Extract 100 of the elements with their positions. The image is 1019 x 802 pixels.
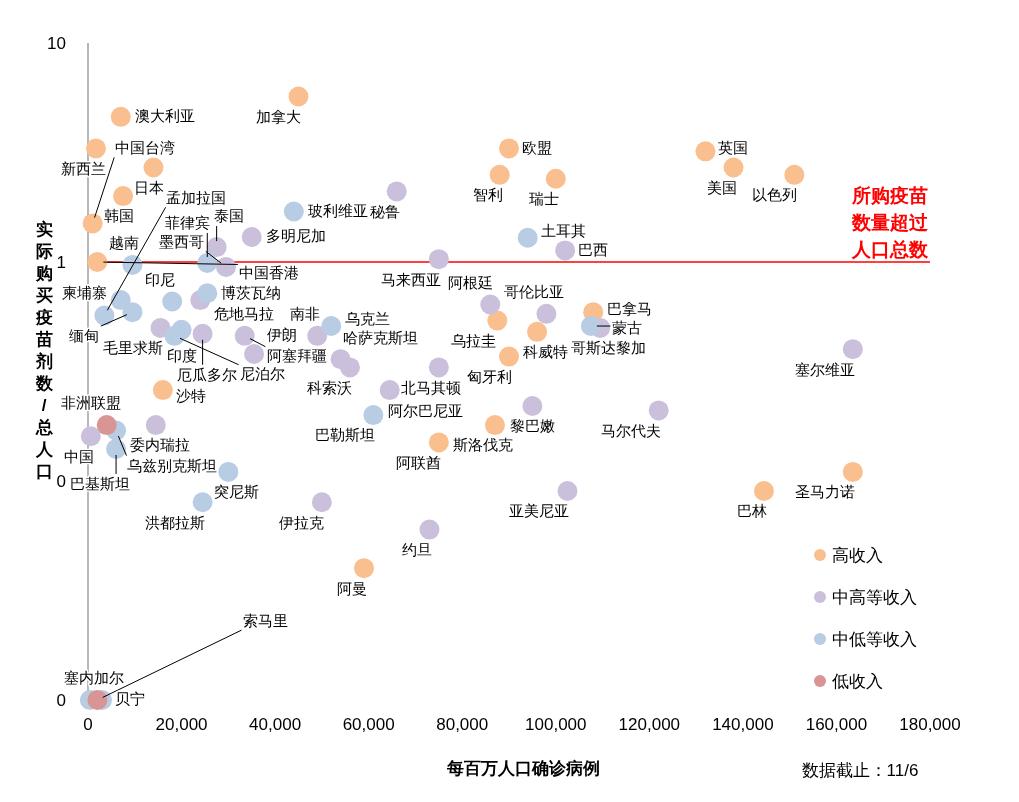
annotation: 北马其顿 <box>400 378 461 396</box>
annotation: 英国 <box>718 138 749 156</box>
point <box>784 164 805 185</box>
annotation: 沙特 <box>175 386 206 404</box>
point <box>288 86 309 107</box>
legend-label: 高收入 <box>832 546 883 565</box>
annotation: 印尼 <box>145 270 176 288</box>
annotation: 黎巴嫩 <box>509 417 555 435</box>
point <box>241 227 262 248</box>
annotation: 巴林 <box>736 502 767 520</box>
x-tick-label: 0 <box>83 715 93 734</box>
point <box>428 249 449 270</box>
annotation: 多明尼加 <box>265 227 326 245</box>
point <box>379 380 400 401</box>
y-tick-label: 10 <box>47 34 66 53</box>
point <box>499 346 519 367</box>
annotation: 玻利维亚 <box>307 201 368 219</box>
x-tick-label: 160,000 <box>805 715 868 734</box>
annotation: 加拿大 <box>256 107 301 125</box>
point <box>206 237 227 258</box>
annotation: 柬埔寨 <box>62 284 108 302</box>
point <box>536 303 557 324</box>
point <box>85 138 106 159</box>
annotation: 新西兰 <box>61 159 107 177</box>
annotation: 菲律宾 <box>164 214 210 232</box>
point <box>545 168 566 189</box>
annotation: 巴基斯坦 <box>70 475 131 493</box>
annotation: 巴勒斯坦 <box>315 426 376 444</box>
point <box>244 344 265 365</box>
point <box>143 157 164 178</box>
annotation: 乌拉圭 <box>450 332 496 350</box>
annotation: 阿根廷 <box>447 273 493 291</box>
point <box>197 283 218 304</box>
point <box>695 141 716 162</box>
annotation: 突尼斯 <box>213 483 259 501</box>
annotation: 泰国 <box>213 207 244 225</box>
y-tick-label: 0 <box>56 691 66 710</box>
annotation: 巴拿马 <box>606 299 652 317</box>
annotation: 秘鲁 <box>369 202 400 220</box>
annotation: 博茨瓦纳 <box>221 283 282 301</box>
point <box>353 558 374 579</box>
point <box>113 186 134 207</box>
point <box>522 396 543 417</box>
annotation: 亚美尼亚 <box>509 502 570 520</box>
annotation: 瑞士 <box>528 190 559 208</box>
point <box>428 357 449 378</box>
annotation: 科索沃 <box>307 378 353 396</box>
point <box>311 492 332 513</box>
text: 实际购买疫苗剂数/总人口 <box>35 220 53 481</box>
point <box>499 138 519 159</box>
point <box>753 481 774 502</box>
point <box>842 461 863 482</box>
point <box>648 400 669 421</box>
x-tick-label: 20,000 <box>155 715 208 734</box>
annotation: 美国 <box>706 178 737 196</box>
annotation: 中国香港 <box>239 264 300 282</box>
point <box>527 321 548 342</box>
point <box>555 240 576 261</box>
annotation: 马来西亚 <box>380 270 441 288</box>
point <box>580 316 601 337</box>
annotation: 中国 <box>63 447 94 465</box>
annotation: 委内瑞拉 <box>129 436 190 454</box>
annotation: 科威特 <box>522 343 568 361</box>
annotation: 南非 <box>290 305 321 323</box>
annotation: 孟加拉国 <box>166 188 227 206</box>
point <box>419 519 440 540</box>
legend-label: 低收入 <box>832 672 883 691</box>
annotation: 斯洛伐克 <box>452 436 513 454</box>
point <box>152 380 173 401</box>
text: 数据截止：11/6 <box>801 761 919 780</box>
annotation: 阿尔巴尼亚 <box>388 401 464 419</box>
annotation: 洪都拉斯 <box>144 513 205 531</box>
point <box>164 325 185 346</box>
point <box>307 325 328 346</box>
point <box>106 439 127 459</box>
annotation: 缅甸 <box>69 326 100 344</box>
annotation: 贝宁 <box>115 690 146 708</box>
annotation: 乌兹别克斯坦 <box>127 456 218 474</box>
point <box>218 461 239 482</box>
x-tick-label: 180,000 <box>899 715 961 734</box>
y-tick-label: 0 <box>56 472 66 491</box>
point <box>517 227 538 248</box>
point <box>80 426 101 447</box>
point <box>192 323 213 344</box>
annotation: 哥斯达黎加 <box>570 339 646 357</box>
annotation: 乌克兰 <box>344 310 390 328</box>
annotation: 非洲联盟 <box>60 394 121 412</box>
annotation: 约旦 <box>402 540 433 558</box>
point <box>162 291 183 312</box>
point <box>192 492 213 513</box>
annotation: 印度 <box>166 347 197 365</box>
point <box>484 415 505 436</box>
annotation: 厄瓜多尔 <box>176 366 237 384</box>
annotation: 危地马拉 <box>214 305 275 323</box>
annotation: 巴西 <box>578 240 609 258</box>
point <box>489 164 510 185</box>
annotation: 塞尔维亚 <box>794 360 855 378</box>
annotation: 墨西哥 <box>159 233 205 251</box>
annotation: 智利 <box>472 186 503 204</box>
point <box>87 252 108 272</box>
